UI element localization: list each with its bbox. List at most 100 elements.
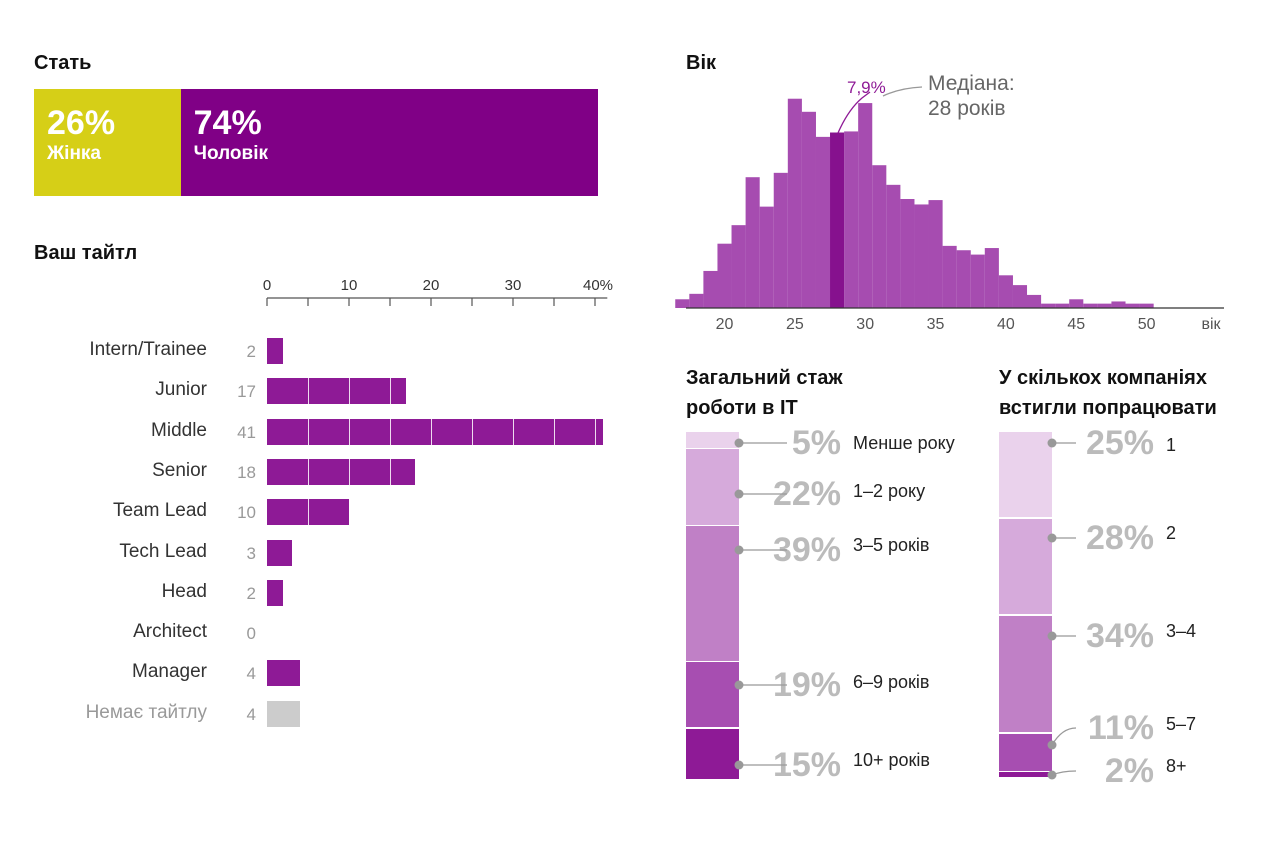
age-tick-label: 25 [785, 316, 804, 333]
age-bar [787, 98, 802, 308]
gender-segment-pct: 74% [193, 104, 262, 142]
titles-bar-divider [471, 418, 473, 445]
age-bar [858, 103, 873, 308]
titles-bar-divider [348, 458, 350, 485]
age-bar [844, 131, 859, 308]
age-bar [914, 204, 929, 308]
age-bar [1041, 303, 1056, 308]
titles-row-value: 2 [246, 583, 256, 603]
titles-row-value: 3 [246, 543, 256, 563]
gender-segment: 26% Жінка [34, 89, 181, 196]
age-bar [801, 111, 816, 308]
gender-segment: 74% Чоловік [180, 89, 598, 196]
titles-bar [267, 579, 284, 606]
stack-segment [686, 449, 739, 525]
titles-row-label: Architect [133, 621, 207, 643]
stack-pct: 28% [1085, 519, 1154, 557]
stack-segment [686, 662, 739, 728]
titles-bar-divider [389, 458, 391, 485]
age-bar [928, 200, 943, 308]
titles-row-label: Tech Lead [119, 540, 207, 562]
age-bar [984, 248, 999, 308]
age-bar [1097, 303, 1112, 308]
age-bar [942, 245, 957, 308]
age-bar [886, 184, 901, 308]
gender-segment-label: Чоловік [193, 143, 269, 164]
titles-bar-divider [553, 418, 555, 445]
companies-title-line2: встигли попрацювати [999, 397, 1217, 419]
age-title: Вік [686, 52, 717, 74]
age-bar [745, 177, 760, 308]
stack-segment [999, 733, 1052, 771]
age-tick-label: вік [1201, 316, 1221, 333]
titles-row-value: 41 [237, 422, 256, 442]
titles-row-value: 17 [237, 382, 256, 402]
stack-label: 1–2 року [853, 481, 926, 501]
experience-title-line2: роботи в IT [686, 397, 798, 419]
gender-title: Стать [34, 52, 92, 74]
age-bar [1139, 303, 1154, 308]
median-label-line1: Медіана: [928, 72, 1015, 95]
age-bar [956, 250, 971, 308]
age-bar [1055, 303, 1070, 308]
titles-bar [267, 338, 284, 364]
stack-segment [999, 772, 1052, 778]
titles-row-value: 4 [246, 664, 256, 684]
titles-row-value: 4 [246, 704, 256, 724]
stack-label: 1 [1166, 435, 1177, 455]
stack-label: 10+ років [853, 750, 930, 770]
titles-bar [267, 378, 407, 405]
titles-bar-divider [348, 418, 350, 445]
titles-row-label: Head [161, 580, 207, 602]
titles-bar [267, 700, 300, 727]
titles-row-value: 2 [246, 342, 256, 361]
age-tick-label: 40 [996, 316, 1015, 333]
titles-bar-divider [348, 378, 350, 405]
age-tick-label: 20 [715, 316, 734, 333]
titles-title: Ваш тайтл [34, 242, 138, 264]
titles-bar-divider [307, 458, 309, 485]
age-bar [773, 172, 788, 308]
titles-bar-divider [512, 418, 514, 445]
age-bar [872, 165, 887, 308]
stack-pct: 22% [772, 475, 841, 513]
stack-pct: 39% [772, 531, 841, 569]
age-bar [1012, 285, 1028, 308]
age-tick-label: 35 [926, 316, 945, 333]
age-histogram [675, 86, 1224, 309]
stack-pct: 19% [772, 666, 841, 704]
titles-tick-label: 10 [340, 277, 358, 294]
stack-label: Менше року [853, 433, 955, 453]
stack-label: 8+ [1166, 756, 1187, 776]
titles-bar [267, 539, 292, 566]
stack-label: 6–9 років [853, 672, 930, 692]
titles-axis [266, 297, 608, 306]
titles-row-value: 0 [246, 624, 256, 644]
stack-segment [686, 432, 739, 448]
stack-pct: 34% [1085, 617, 1154, 655]
gender-segment-pct: 26% [47, 104, 116, 142]
age-bar [1083, 303, 1098, 308]
titles-bar-divider [430, 418, 432, 445]
titles-bar [267, 418, 604, 445]
titles-tick-label: 40% [582, 277, 614, 294]
age-bar [998, 275, 1013, 308]
age-tick-label: 30 [856, 316, 875, 333]
titles-row-label: Немає тайтлу [85, 701, 207, 723]
companies-title-line1: У скількох компаніях [999, 367, 1207, 389]
gender-segment-label: Жінка [47, 143, 102, 164]
stack-label: 3–5 років [853, 535, 930, 555]
age-bar [731, 225, 746, 308]
stack-pct: 11% [1087, 709, 1154, 747]
stack-label: 2 [1166, 523, 1177, 543]
age-bar [1125, 303, 1140, 308]
stack-label: 5–7 [1166, 714, 1197, 734]
stack-pct: 5% [791, 424, 841, 462]
age-bar [717, 243, 732, 308]
age-bar [900, 199, 915, 308]
titles-tick-label: 20 [422, 277, 440, 294]
titles-row-label: Junior [155, 379, 207, 401]
age-bar [703, 270, 718, 308]
titles-bar [267, 660, 300, 687]
titles-row-label: Middle [151, 419, 207, 441]
